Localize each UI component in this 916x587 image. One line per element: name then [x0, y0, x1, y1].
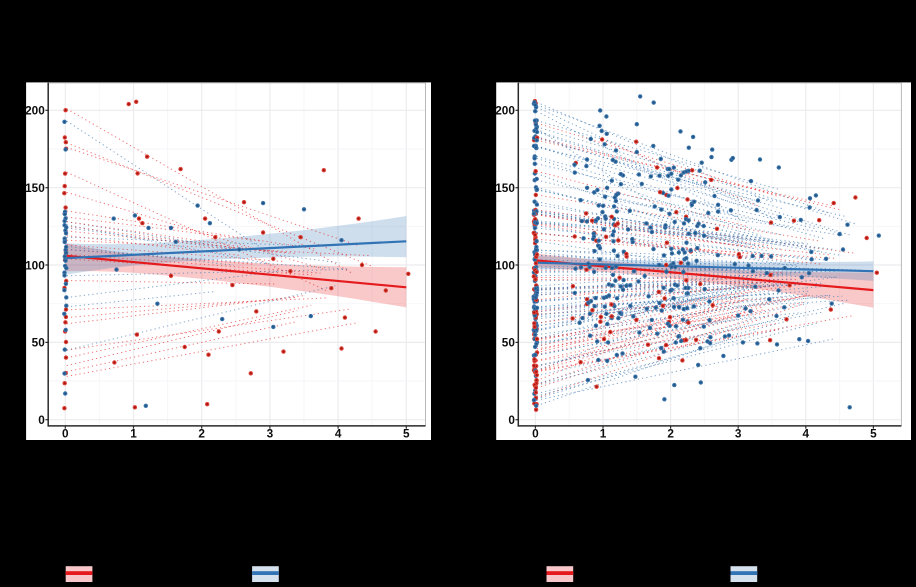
svg-text:150: 150	[25, 181, 45, 195]
svg-text:200: 200	[495, 104, 515, 118]
svg-text:200: 200	[25, 104, 45, 118]
svg-text:2: 2	[667, 426, 674, 440]
svg-text:0: 0	[62, 426, 69, 440]
svg-text:3: 3	[267, 426, 274, 440]
svg-text:3: 3	[735, 426, 742, 440]
svg-text:50: 50	[502, 336, 516, 350]
svg-text:150: 150	[495, 181, 515, 195]
svg-text:1: 1	[600, 426, 607, 440]
svg-text:0: 0	[508, 413, 515, 427]
svg-text:5: 5	[403, 426, 410, 440]
svg-text:2: 2	[198, 426, 205, 440]
svg-text:100: 100	[495, 258, 515, 272]
svg-text:5: 5	[870, 426, 877, 440]
svg-text:50: 50	[32, 336, 46, 350]
svg-text:4: 4	[335, 426, 342, 440]
svg-text:0: 0	[38, 413, 45, 427]
svg-text:100: 100	[25, 258, 45, 272]
svg-text:0: 0	[532, 426, 539, 440]
svg-text:1: 1	[130, 426, 137, 440]
svg-text:4: 4	[803, 426, 810, 440]
